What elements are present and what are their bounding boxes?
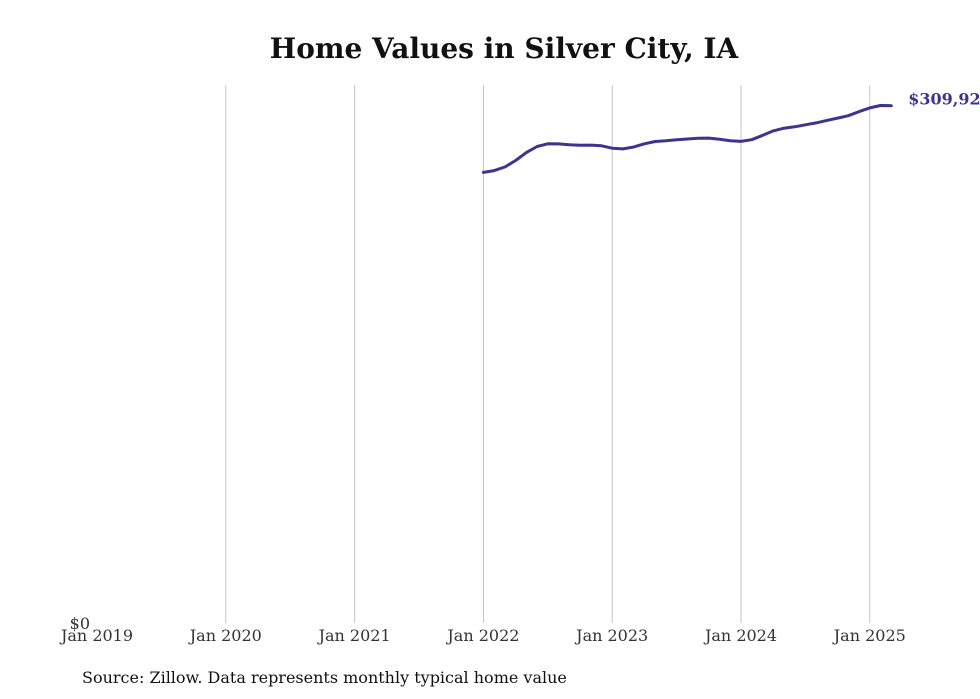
home-value-line xyxy=(481,104,893,174)
x-tick-label: Jan 2019 xyxy=(59,626,133,645)
x-tick-label: Jan 2025 xyxy=(832,626,906,645)
x-tick-label: Jan 2020 xyxy=(188,626,262,645)
x-tick-label: Jan 2021 xyxy=(317,626,391,645)
x-axis-ticks: Jan 2019 Jan 2020 Jan 2021 Jan 2022 Jan 2023… xyxy=(59,626,906,645)
x-tick-label: Jan 2024 xyxy=(703,626,777,645)
end-value-label: $309,929 xyxy=(908,90,980,109)
source-note: Source: Zillow. Data represents monthly … xyxy=(82,668,567,687)
x-tick-label: Jan 2023 xyxy=(574,626,648,645)
gridlines xyxy=(225,85,871,623)
y-tick-label: $0 xyxy=(70,614,90,633)
chart-title: Home Values in Silver City, IA xyxy=(270,32,740,65)
y-axis-ticks: $0 xyxy=(70,614,90,633)
x-tick-label: Jan 2022 xyxy=(445,626,519,645)
